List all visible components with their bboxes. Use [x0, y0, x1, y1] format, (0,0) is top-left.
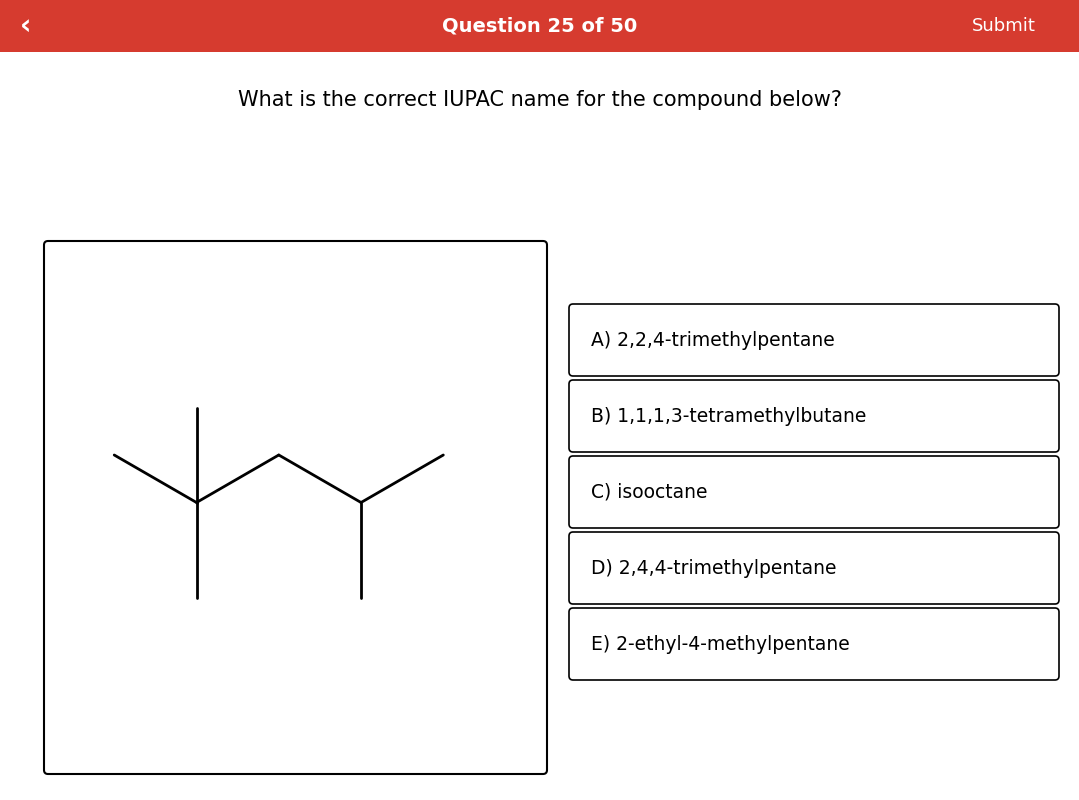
Text: Question 25 of 50: Question 25 of 50 [442, 17, 637, 35]
Bar [0, 0, 1079, 52]
Text: A) 2,2,4-trimethylpentane: A) 2,2,4-trimethylpentane [591, 330, 835, 350]
FancyBboxPatch shape [569, 608, 1058, 680]
Text: ‹: ‹ [19, 12, 31, 40]
FancyBboxPatch shape [569, 532, 1058, 604]
FancyBboxPatch shape [44, 241, 547, 774]
Text: E) 2-ethyl-4-methylpentane: E) 2-ethyl-4-methylpentane [591, 634, 850, 654]
Text: Submit: Submit [972, 17, 1036, 35]
FancyBboxPatch shape [569, 304, 1058, 376]
Text: D) 2,4,4-trimethylpentane: D) 2,4,4-trimethylpentane [591, 558, 836, 578]
Text: B) 1,1,1,3-tetramethylbutane: B) 1,1,1,3-tetramethylbutane [591, 406, 866, 426]
FancyBboxPatch shape [569, 456, 1058, 528]
FancyBboxPatch shape [569, 380, 1058, 452]
Text: What is the correct IUPAC name for the compound below?: What is the correct IUPAC name for the c… [237, 90, 842, 110]
Text: C) isooctane: C) isooctane [591, 482, 708, 502]
